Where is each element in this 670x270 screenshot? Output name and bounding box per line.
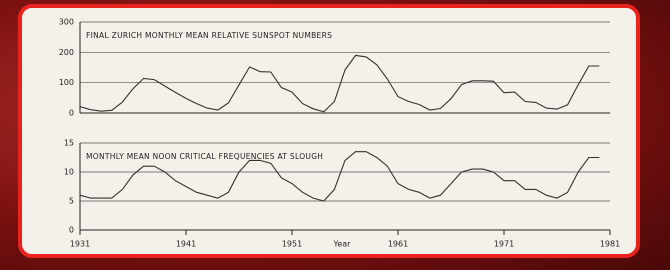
y-tick-label: 300 (59, 18, 74, 27)
y-tick-label: 200 (59, 48, 74, 57)
y-tick-label: 0 (69, 109, 74, 118)
data-line (80, 55, 599, 111)
y-tick-label: 0 (69, 226, 74, 235)
x-tick-label: 1981 (600, 240, 620, 249)
panel-title: FINAL ZURICH MONTHLY MEAN RELATIVE SUNSP… (86, 31, 332, 40)
chart: 0100200300FINAL ZURICH MONTHLY MEAN RELA… (0, 0, 670, 270)
y-tick-label: 5 (69, 197, 74, 206)
y-tick-label: 10 (64, 168, 74, 177)
y-tick-label: 15 (64, 139, 74, 148)
y-tick-label: 100 (59, 78, 74, 87)
x-tick-label: 1931 (70, 240, 90, 249)
x-tick-label: 1951 (282, 240, 302, 249)
x-tick-label: 1961 (388, 240, 408, 249)
page: {"chart_data": [ {"type": "line", "title… (0, 0, 670, 270)
panel-title: MONTHLY MEAN NOON CRITICAL FREQUENCIES A… (86, 152, 323, 161)
x-axis-label: Year (333, 240, 352, 249)
x-tick-label: 1941 (176, 240, 196, 249)
x-tick-label: 1971 (494, 240, 514, 249)
